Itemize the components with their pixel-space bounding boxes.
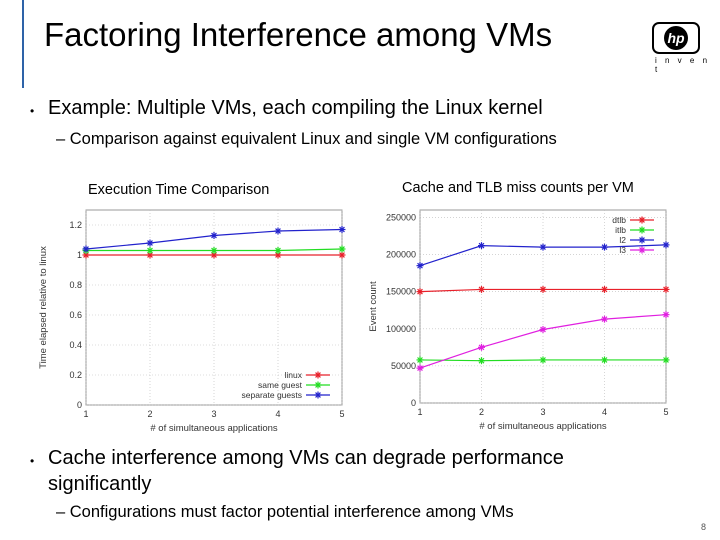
- data-point-dtlb: [601, 285, 608, 293]
- x-tick-label: 1: [417, 407, 422, 417]
- data-point-separate-guests: [146, 239, 154, 247]
- data-point-l3: [539, 326, 547, 334]
- y-tick-label: 0.8: [69, 280, 82, 290]
- slide-title: Factoring Interference among VMs: [44, 16, 553, 53]
- chart-execution-time: 0 0.2 0.4 0.6 0.8 1 1.2 1 2 3 4 5 # of simultaneous …: [38, 209, 346, 434]
- x-tick-label: 2: [479, 407, 484, 417]
- data-point-linux: [210, 251, 218, 259]
- chart-miss-counts: 0 50000 100000 150000 200000 250000 1 2 3 4 5 # of …: [368, 209, 670, 432]
- bullet-2: Cache interference among VMs can degrade…: [48, 447, 564, 469]
- y-tick-label: 1.2: [69, 220, 82, 230]
- chart-2-title: Cache and TLB miss counts per VM: [402, 180, 634, 196]
- legend-label: separate guests: [242, 390, 302, 400]
- dash-icon: –: [56, 503, 70, 521]
- x-tick-label: 2: [147, 409, 152, 419]
- y-tick-label: 0: [77, 400, 82, 410]
- legend-label: itlb: [615, 225, 626, 235]
- data-point-itlb: [539, 356, 547, 364]
- legend-label: dtlb: [612, 215, 626, 225]
- data-point-separate-guests: [210, 232, 218, 239]
- bullet-1: Example: Multiple VMs, each compiling th…: [48, 97, 543, 119]
- x-tick-label: 4: [275, 409, 280, 419]
- data-point-same-guest: [146, 247, 154, 254]
- x-tick-label: 3: [540, 407, 545, 417]
- y-tick-label: 150000: [386, 287, 416, 297]
- bullet-2-continued: significantly: [48, 473, 152, 495]
- x-tick-label: 4: [602, 407, 607, 417]
- data-point-separate-guests: [274, 227, 282, 235]
- data-point-same-guest: [274, 247, 282, 254]
- data-point-l3: [478, 343, 485, 351]
- legend-label: l2: [619, 235, 626, 245]
- data-point-l2: [601, 243, 608, 251]
- sub-bullet-1-text: Comparison against equivalent Linux and …: [69, 130, 557, 148]
- legend-marker: [314, 391, 322, 399]
- y-tick-label: 250000: [386, 212, 416, 222]
- y-tick-label: 0.4: [69, 340, 82, 350]
- legend-label: linux: [285, 370, 303, 380]
- data-point-l2: [478, 242, 485, 250]
- x-axis-label: # of simultaneous applications: [150, 423, 278, 434]
- logo-tagline: i n v e n t: [655, 56, 711, 74]
- y-tick-label: 100000: [386, 324, 416, 334]
- legend-marker: [314, 371, 322, 379]
- x-tick-label: 1: [83, 409, 88, 419]
- data-point-separate-guests: [338, 226, 346, 233]
- dash-icon: –: [56, 130, 70, 148]
- data-point-same-guest: [338, 245, 346, 253]
- legend-marker: [314, 381, 322, 389]
- y-axis-label: Time elapsed relative to linux: [38, 246, 49, 369]
- data-point-dtlb: [539, 285, 547, 293]
- legend-label: same guest: [258, 380, 303, 390]
- sub-bullet-2: – Configurations must factor potential i…: [56, 503, 514, 522]
- legend-label: l3: [619, 245, 626, 255]
- data-point-itlb: [601, 356, 608, 364]
- legend-marker: [638, 226, 646, 234]
- data-point-l3: [416, 364, 424, 372]
- data-point-linux: [338, 251, 346, 259]
- sub-bullet-1: – Comparison against equivalent Linux an…: [56, 130, 557, 149]
- x-tick-label: 5: [663, 407, 668, 417]
- bullet-dot-1: •: [30, 104, 35, 118]
- hp-logo-icon: hp: [652, 22, 700, 54]
- sub-bullet-2-text: Configurations must factor potential int…: [69, 503, 514, 521]
- data-point-separate-guests: [82, 245, 90, 253]
- data-point-dtlb: [478, 285, 485, 293]
- y-tick-label: 0: [411, 398, 416, 408]
- y-tick-label: 0.2: [69, 370, 82, 380]
- x-tick-label: 3: [211, 409, 216, 419]
- logo-text: hp: [667, 30, 685, 46]
- bullet-dot-2: •: [30, 454, 35, 468]
- data-point-itlb: [662, 356, 670, 364]
- title-accent-bar: [22, 0, 24, 88]
- y-tick-label: 0.6: [69, 310, 82, 320]
- data-point-l2: [416, 262, 424, 270]
- chart-1-title: Execution Time Comparison: [88, 182, 270, 198]
- data-point-same-guest: [210, 247, 218, 254]
- data-point-dtlb: [416, 288, 424, 296]
- y-axis-label: Event count: [368, 281, 379, 332]
- data-point-itlb: [416, 356, 424, 364]
- legend-marker: [638, 236, 646, 244]
- left-margin: [0, 0, 22, 540]
- data-point-l3: [662, 311, 670, 319]
- x-tick-label: 5: [339, 409, 344, 419]
- x-axis-label: # of simultaneous applications: [479, 421, 607, 432]
- data-point-l3: [601, 315, 608, 323]
- data-point-itlb: [478, 357, 485, 365]
- data-point-l2: [662, 241, 670, 249]
- legend-marker: [638, 246, 646, 254]
- y-tick-label: 1: [77, 250, 82, 260]
- legend-marker: [638, 216, 646, 224]
- y-tick-label: 50000: [391, 361, 416, 371]
- y-tick-label: 200000: [386, 250, 416, 260]
- data-point-dtlb: [662, 285, 670, 293]
- page-number: 8: [700, 522, 706, 532]
- data-point-l2: [539, 243, 547, 251]
